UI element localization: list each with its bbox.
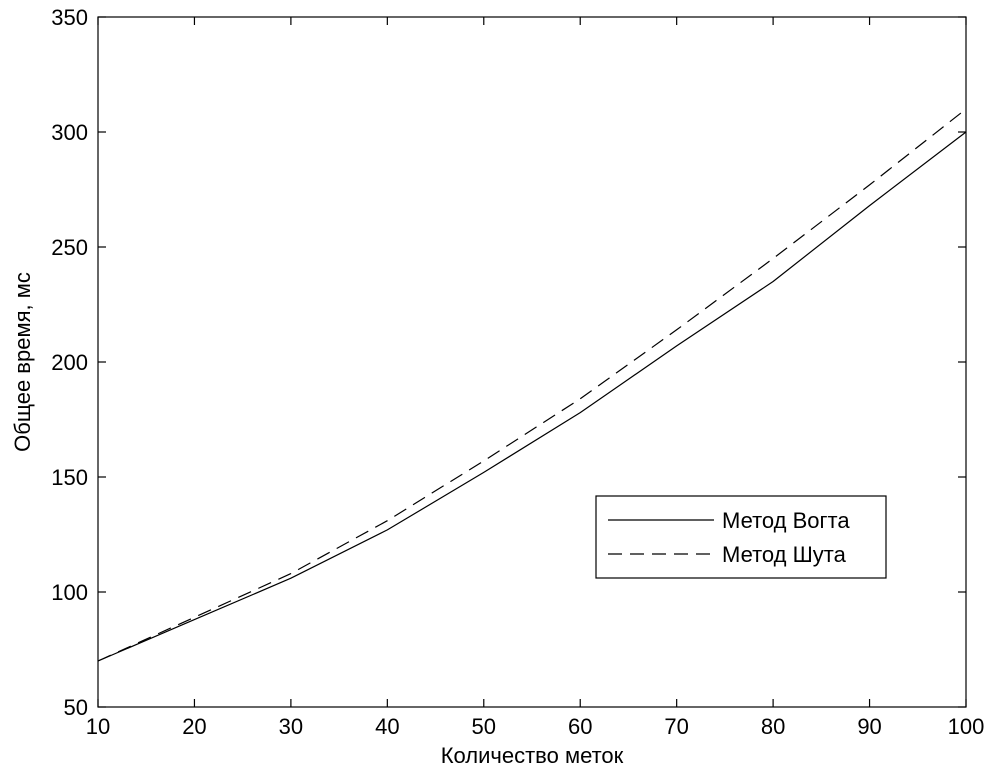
- y-tick-label-150: 150: [51, 465, 88, 490]
- axis-ticks: 10 20 30 40 50 60 70 80 90 100 50 100 150 200 250 300 35…: [51, 5, 984, 739]
- x-tick-label-90: 90: [857, 714, 881, 739]
- x-tick-label-70: 70: [664, 714, 688, 739]
- y-axis-label: Общее время, мс: [10, 272, 35, 452]
- x-tick-label-60: 60: [568, 714, 592, 739]
- y-tick-label-50: 50: [64, 695, 88, 720]
- legend-label-2: Метод Шута: [722, 542, 847, 567]
- x-tick-label-100: 100: [948, 714, 985, 739]
- legend: Метод Вогта Метод Шута: [595, 495, 887, 579]
- x-tick-label-30: 30: [279, 714, 303, 739]
- y-tick-label-100: 100: [51, 580, 88, 605]
- x-tick-label-10: 10: [86, 714, 110, 739]
- y-tick-label-200: 200: [51, 350, 88, 375]
- y-tick-label-350: 350: [51, 5, 88, 30]
- series-line-1: [97, 131, 967, 662]
- y-tick-label-250: 250: [51, 235, 88, 260]
- x-tick-label-50: 50: [472, 714, 496, 739]
- x-tick-label-20: 20: [182, 714, 206, 739]
- x-axis-label: Количество меток: [441, 743, 624, 768]
- series-line-2: [97, 108, 967, 662]
- x-tick-label-40: 40: [375, 714, 399, 739]
- plot-area-frame: [97, 16, 967, 708]
- x-tick-label-80: 80: [761, 714, 785, 739]
- legend-label-1: Метод Вогта: [722, 508, 850, 533]
- y-tick-label-300: 300: [51, 120, 88, 145]
- series-lines: [97, 108, 967, 662]
- legend-box: [595, 495, 887, 579]
